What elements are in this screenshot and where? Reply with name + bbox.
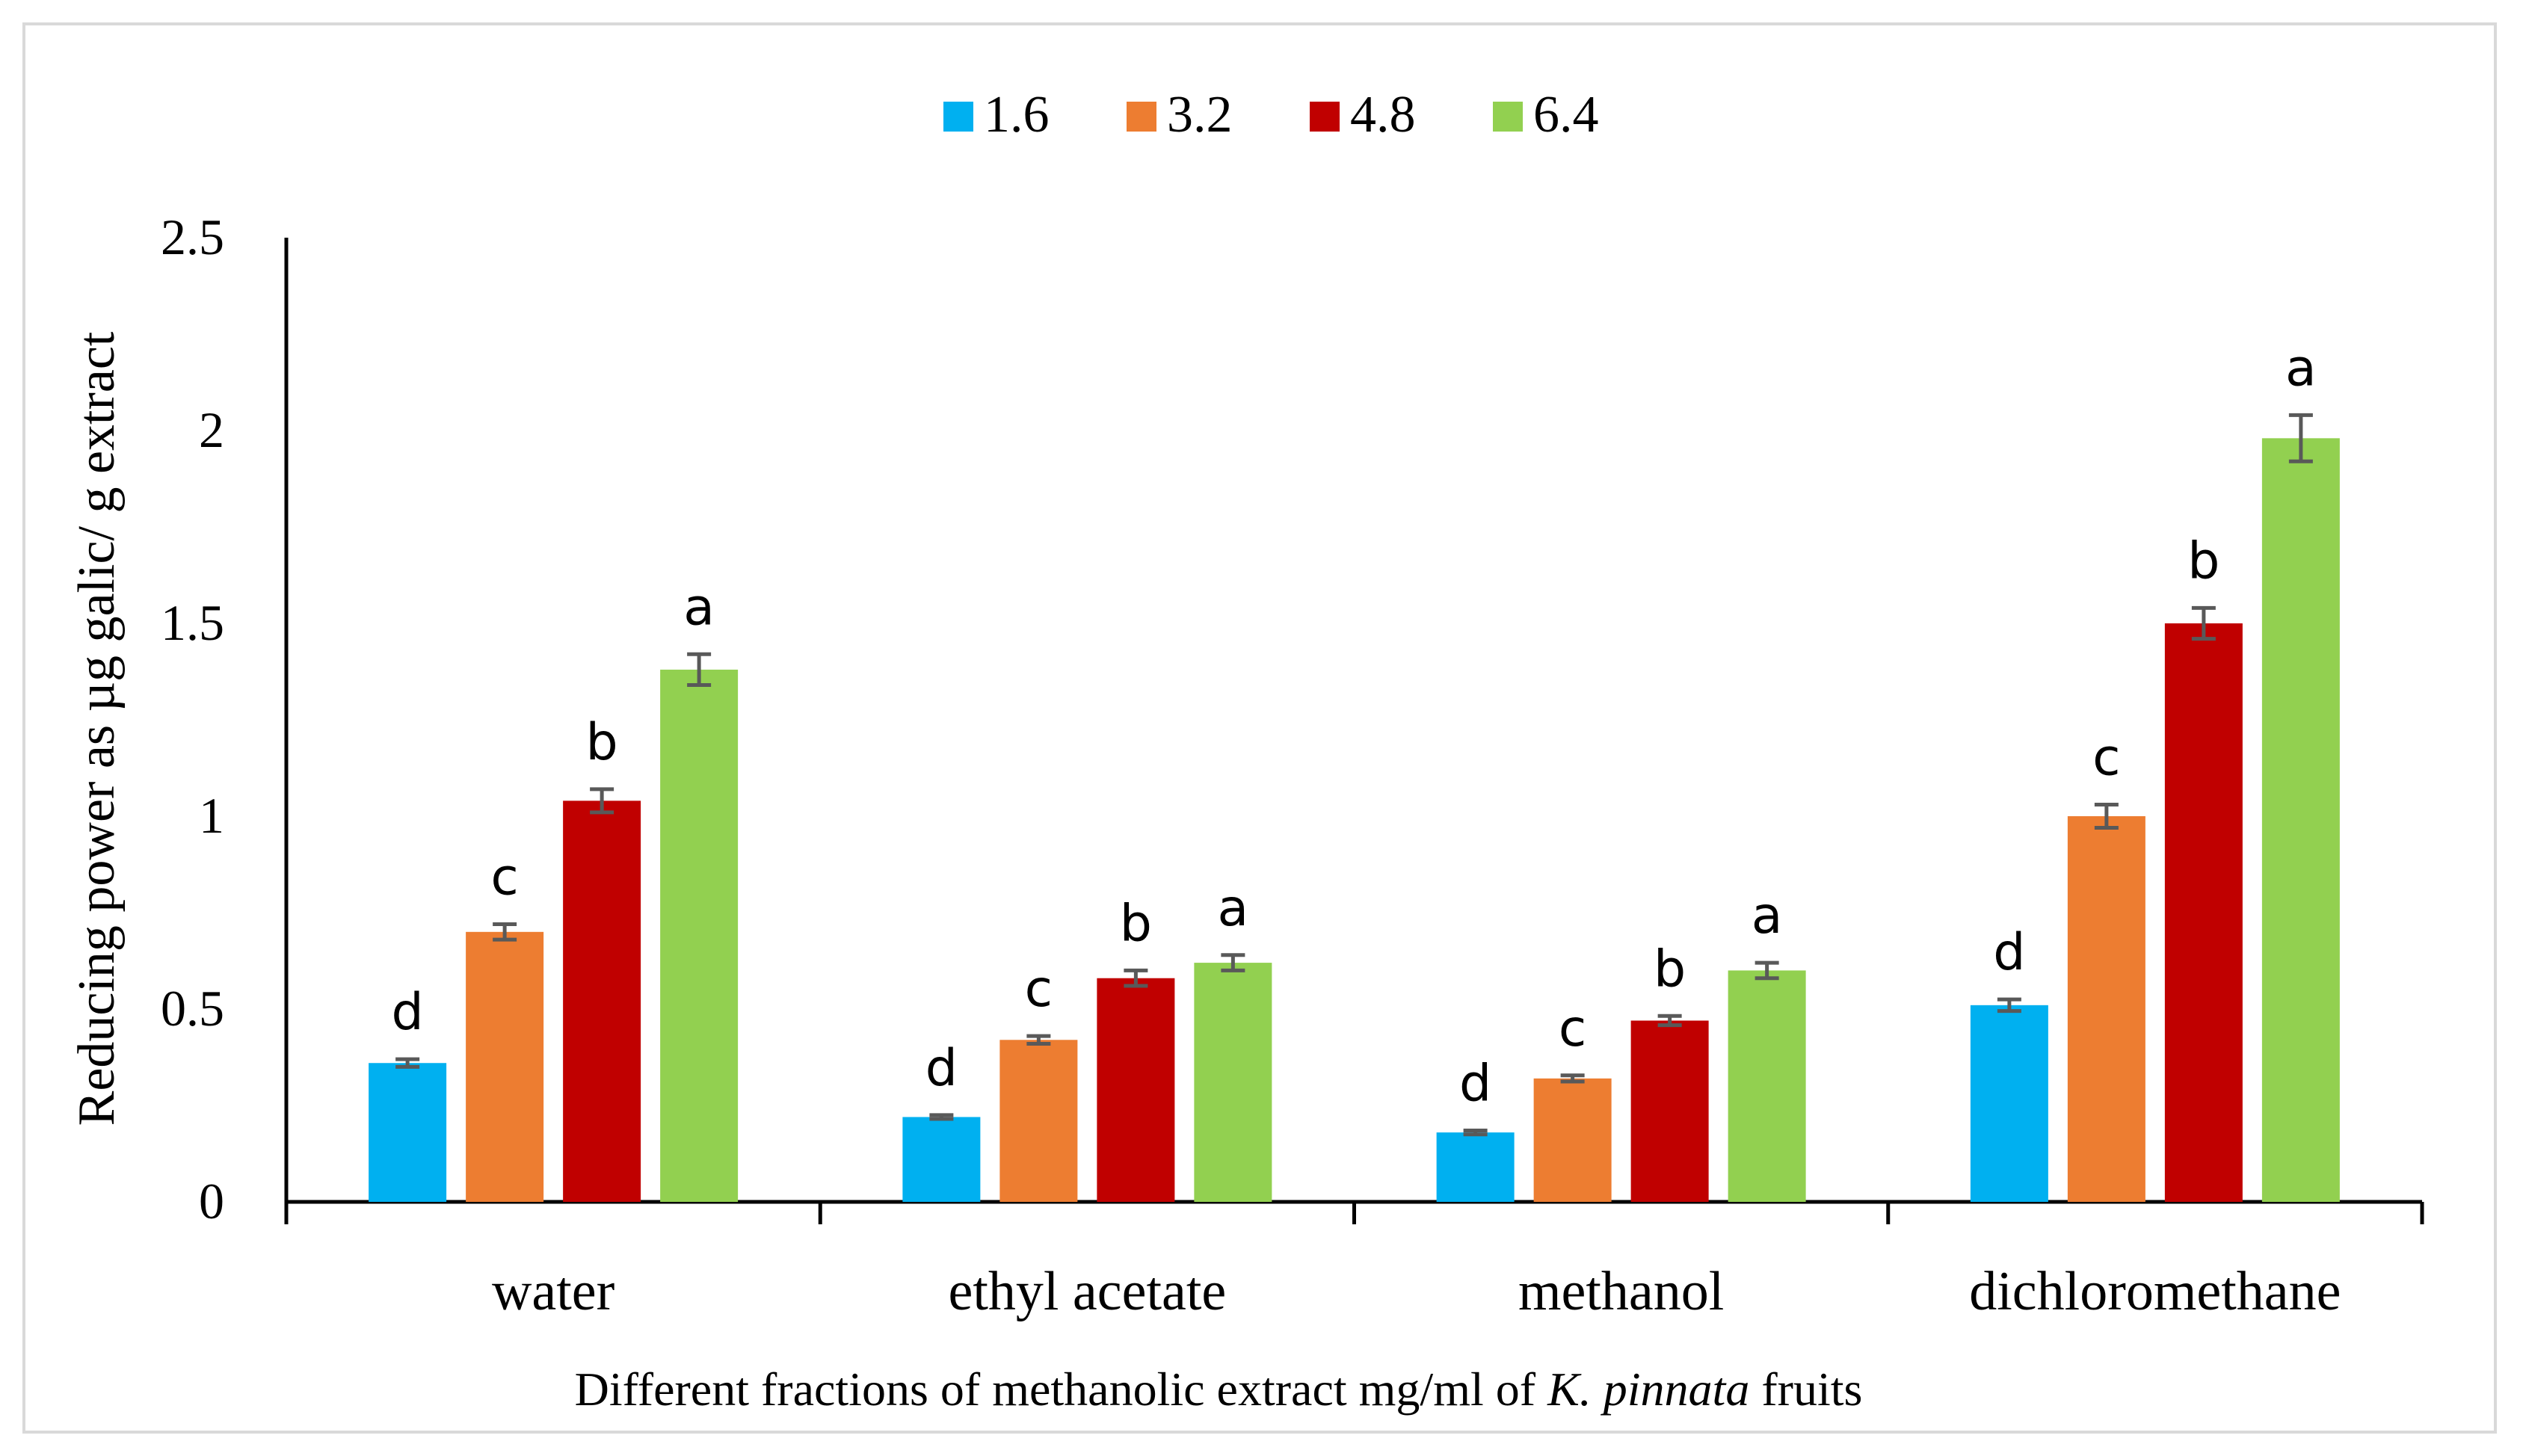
bar [1097, 978, 1175, 1202]
x-tick-label: water [492, 1261, 614, 1322]
legend: 1.6 3.2 4.8 6.4 [943, 86, 1599, 144]
significance-letter: b [1654, 940, 1686, 999]
error-bar [1463, 1129, 1488, 1137]
significance-letter: d [1459, 1055, 1491, 1114]
error-bar [687, 652, 712, 688]
error-bar [1997, 997, 2021, 1014]
x-axis: water ethyl acetate methanol dichloromethan… [284, 1200, 2424, 1322]
significance-letter: a [1218, 879, 1249, 938]
significance-letter: d [1993, 923, 2025, 982]
error-bar [2288, 413, 2313, 463]
error-bar [2094, 803, 2119, 830]
significance-letter: a [1752, 886, 1783, 946]
significance-letter: a [683, 578, 715, 637]
error-bar [590, 787, 614, 815]
legend-entry: 1.6 [984, 86, 1050, 144]
significance-letter: d [925, 1039, 958, 1098]
bar [2164, 623, 2243, 1202]
x-axis-label-species: K. pinnata [1547, 1363, 1749, 1416]
y-tick-label: 1.5 [161, 594, 224, 651]
x-axis-label-prefix: Different fractions of methanolic extrac… [575, 1363, 1547, 1416]
bar [1970, 1005, 2048, 1202]
bar [466, 931, 544, 1202]
error-bars [395, 413, 2313, 1137]
significance-letter: b [2187, 531, 2219, 590]
y-axis-label: Reducing power as µg galic/ g extract [68, 331, 126, 1126]
y-tick-label: 0.5 [161, 980, 224, 1037]
significance-letter: b [586, 713, 618, 772]
significance-letter: d [392, 983, 424, 1042]
legend-entry: 4.8 [1350, 86, 1416, 144]
legend-swatch [1310, 102, 1340, 132]
significance-letter: c [1025, 960, 1053, 1019]
significance-letter: b [1120, 894, 1152, 953]
bar [1533, 1078, 1612, 1202]
significance-letter: c [1559, 999, 1586, 1058]
bar [1630, 1020, 1709, 1202]
significance-letter: a [2285, 339, 2317, 398]
error-bar [493, 922, 517, 942]
y-tick-label: 2.5 [161, 209, 224, 265]
bar [2067, 816, 2145, 1202]
x-tick-label: ethyl acetate [948, 1261, 1226, 1322]
error-bar [929, 1113, 954, 1121]
legend-swatch [1493, 102, 1523, 132]
y-tick-label: 1 [199, 787, 224, 844]
bar [563, 801, 641, 1202]
bar [660, 669, 739, 1202]
legend-entry: 3.2 [1167, 86, 1233, 144]
significance-letter: c [490, 848, 518, 907]
bar [1436, 1132, 1515, 1202]
legend-entry: 6.4 [1533, 86, 1599, 144]
bars [369, 438, 2340, 1202]
error-bar [1657, 1014, 1682, 1028]
bar [369, 1063, 447, 1202]
x-axis-label-suffix: fruits [1749, 1363, 1862, 1416]
bar [1728, 970, 1806, 1202]
y-tick-label: 0 [199, 1173, 224, 1230]
bar [902, 1117, 981, 1202]
y-tick-label: 2 [199, 401, 224, 458]
bar [2261, 438, 2340, 1202]
y-axis: 0 0.5 1 1.5 2 2.5 [161, 209, 289, 1230]
error-bar [395, 1057, 420, 1069]
bar [1194, 963, 1272, 1202]
error-bar [2191, 605, 2216, 641]
significance-letters: d c b a d c b a d c b a d c b a [392, 339, 2317, 1113]
significance-letter: c [2092, 729, 2120, 788]
x-axis-label: Different fractions of methanolic extrac… [575, 1363, 1863, 1416]
x-tick-label: dichloromethane [1969, 1261, 2341, 1322]
x-tick-label: methanol [1518, 1261, 1724, 1322]
error-bar [1124, 968, 1148, 988]
legend-swatch [1127, 102, 1156, 132]
error-bar [1755, 960, 1779, 981]
error-bar [1026, 1034, 1051, 1046]
bar [999, 1040, 1078, 1202]
error-bar [1560, 1073, 1585, 1084]
error-bar [1221, 953, 1245, 972]
legend-swatch [943, 102, 973, 132]
